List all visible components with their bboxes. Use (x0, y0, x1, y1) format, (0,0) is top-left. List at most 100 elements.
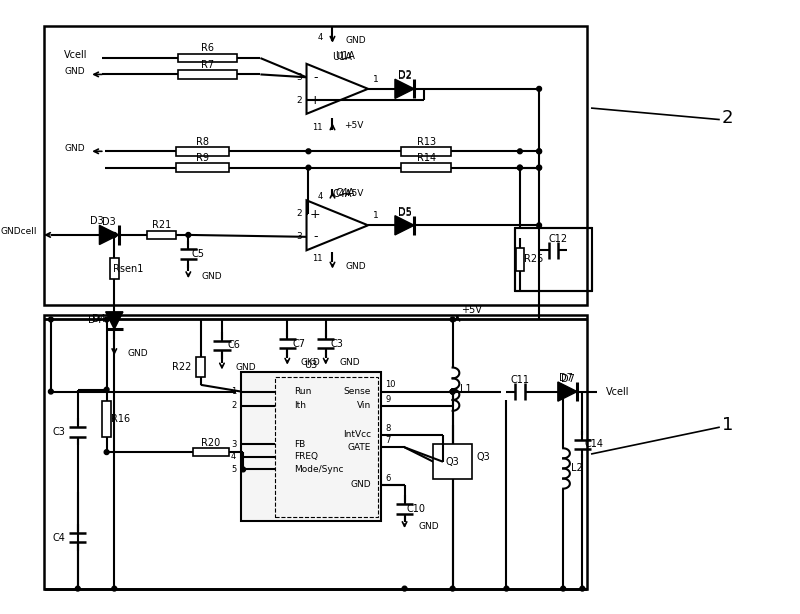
Bar (44, 26, 587, 305)
Text: 2: 2 (231, 402, 236, 411)
Text: 1: 1 (231, 387, 236, 396)
Text: 5: 5 (231, 465, 236, 474)
Text: Rsen1: Rsen1 (113, 263, 143, 274)
Circle shape (112, 233, 117, 238)
Text: D2: D2 (398, 71, 411, 80)
Circle shape (104, 387, 109, 392)
Text: GND: GND (346, 262, 366, 271)
Circle shape (537, 165, 542, 170)
Bar (178, 70, 237, 79)
Text: R9: R9 (196, 153, 210, 163)
Text: C14: C14 (584, 440, 603, 449)
Text: D4: D4 (88, 316, 102, 325)
Text: 3: 3 (296, 232, 302, 241)
Circle shape (450, 586, 455, 591)
Polygon shape (558, 382, 577, 401)
Text: -: - (313, 230, 318, 243)
Circle shape (537, 223, 542, 228)
Text: D5: D5 (398, 208, 411, 218)
Text: 1: 1 (373, 75, 378, 84)
Text: R25: R25 (524, 254, 543, 265)
Text: +: + (310, 93, 321, 107)
Text: D2: D2 (398, 71, 411, 81)
Bar (147, 231, 177, 239)
Text: Run: Run (294, 387, 311, 396)
Text: C11: C11 (510, 375, 530, 385)
Text: Sense: Sense (343, 387, 371, 396)
Circle shape (75, 586, 80, 591)
Text: Mode/Sync: Mode/Sync (294, 465, 343, 474)
Text: GND: GND (202, 272, 222, 281)
Text: 4: 4 (318, 33, 323, 42)
Text: IntVcc: IntVcc (342, 430, 371, 440)
Text: Vcell: Vcell (64, 50, 87, 60)
Text: GKD: GKD (301, 358, 321, 367)
Circle shape (518, 149, 522, 154)
Text: 1: 1 (373, 211, 378, 220)
Text: R7: R7 (201, 60, 214, 70)
Circle shape (450, 389, 455, 394)
Circle shape (450, 389, 455, 394)
Text: U1A: U1A (335, 51, 355, 61)
Text: Q3: Q3 (477, 452, 490, 462)
Text: 4: 4 (231, 453, 236, 462)
Circle shape (537, 165, 542, 170)
Circle shape (104, 317, 109, 322)
Bar (110, 258, 118, 279)
Circle shape (402, 586, 407, 591)
Text: 2: 2 (722, 109, 734, 126)
Text: C3: C3 (331, 338, 344, 349)
Text: GND: GND (346, 36, 366, 45)
Circle shape (306, 149, 311, 154)
Circle shape (186, 233, 190, 238)
Text: 11: 11 (312, 254, 323, 263)
Bar (401, 147, 451, 155)
Text: 10: 10 (386, 380, 396, 389)
Text: D4: D4 (92, 314, 106, 324)
Text: 4: 4 (318, 192, 323, 201)
Text: Ith: Ith (294, 402, 306, 411)
Text: 3: 3 (231, 440, 236, 449)
Circle shape (49, 389, 54, 394)
Circle shape (241, 467, 246, 472)
Text: C4A: C4A (335, 188, 354, 198)
Text: R13: R13 (417, 137, 436, 147)
Circle shape (504, 586, 509, 591)
Bar (515, 247, 524, 271)
Text: U3: U3 (304, 360, 318, 370)
Text: D5: D5 (398, 207, 411, 217)
Text: GNDcell: GNDcell (1, 227, 38, 236)
Text: 6: 6 (386, 473, 390, 483)
Bar (434, 445, 472, 479)
Text: L1: L1 (460, 384, 472, 394)
Text: R21: R21 (152, 220, 171, 230)
Text: C5: C5 (191, 249, 205, 259)
Circle shape (518, 165, 522, 170)
Text: 8: 8 (386, 424, 390, 433)
Circle shape (537, 87, 542, 91)
Text: C4A: C4A (332, 188, 352, 198)
Text: D7: D7 (561, 374, 574, 384)
Circle shape (518, 165, 522, 170)
Text: FREQ: FREQ (294, 453, 318, 462)
Text: R20: R20 (202, 438, 221, 448)
Circle shape (450, 317, 455, 322)
Circle shape (112, 317, 117, 322)
Bar (44, 315, 587, 589)
Text: GND: GND (418, 522, 438, 530)
Bar (193, 448, 229, 456)
Text: R8: R8 (196, 137, 210, 147)
Text: R14: R14 (417, 153, 436, 163)
Polygon shape (395, 216, 414, 235)
Text: GND: GND (65, 67, 86, 76)
Circle shape (561, 586, 566, 591)
Text: GND: GND (65, 144, 86, 153)
Polygon shape (99, 225, 118, 244)
Text: Vin: Vin (357, 402, 371, 411)
Text: C3: C3 (52, 427, 65, 437)
Text: U1A: U1A (332, 52, 352, 62)
Bar (102, 402, 111, 437)
Text: +5V: +5V (344, 121, 363, 130)
Text: 11: 11 (312, 123, 323, 132)
Text: GND: GND (128, 349, 148, 357)
